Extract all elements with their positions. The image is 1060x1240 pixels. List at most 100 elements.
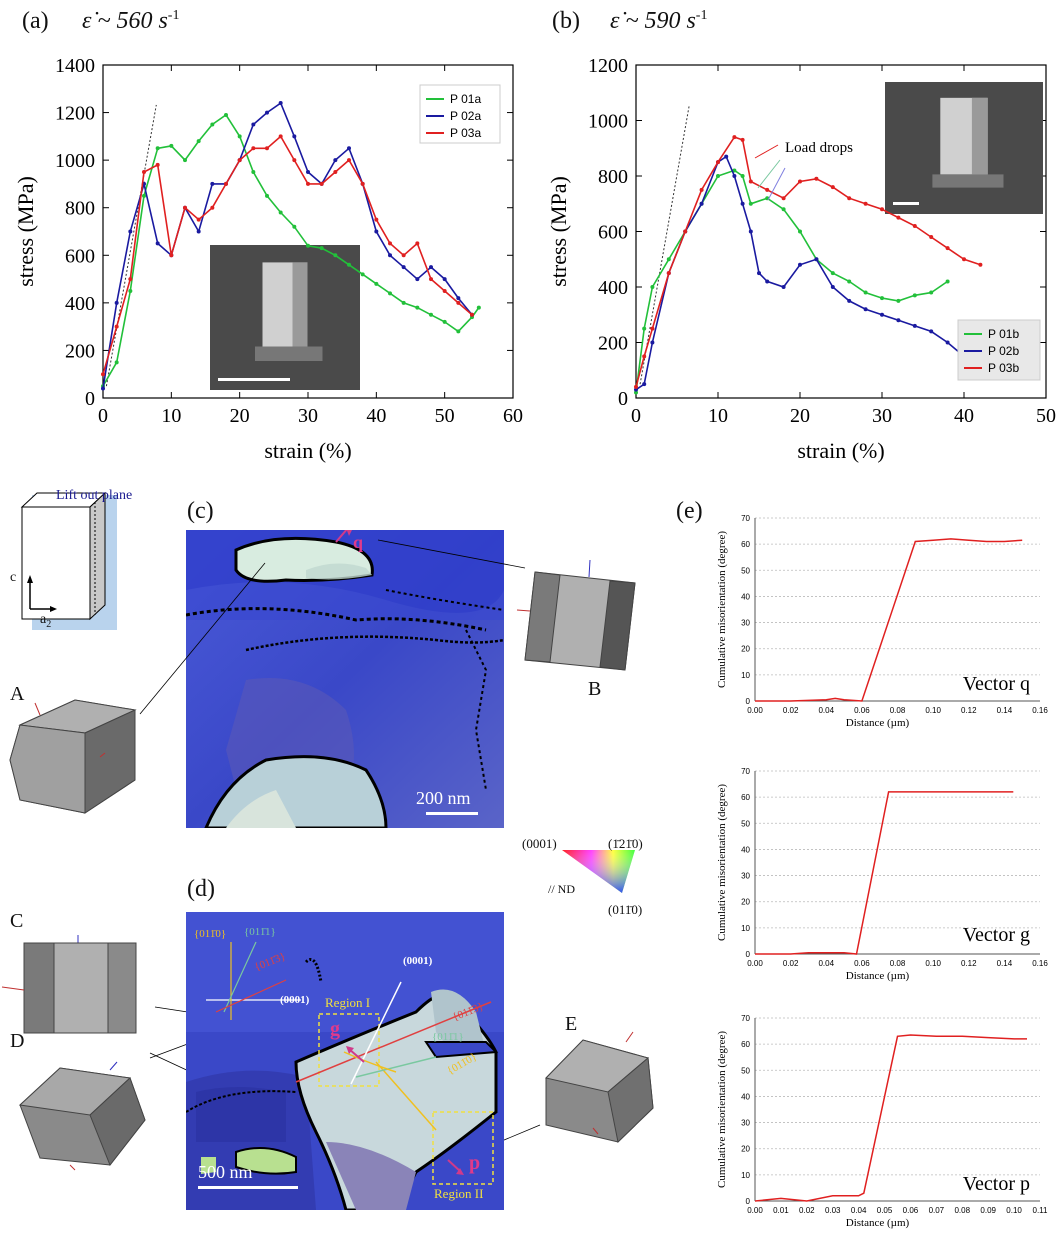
- data-point: [183, 205, 187, 210]
- crystal-a-label: A: [10, 683, 25, 705]
- panel-a-label: (a): [22, 8, 49, 34]
- x-tick-label: 0.06: [854, 706, 870, 715]
- sem-scalebar: [218, 378, 290, 381]
- data-point: [724, 154, 729, 159]
- data-point: [699, 201, 704, 206]
- crystal-d-label: D: [10, 1030, 25, 1052]
- sem-pillar-side: [292, 262, 308, 347]
- x-tick-label: 0.00: [747, 706, 763, 715]
- sem-inset: [885, 82, 1043, 214]
- data-point: [814, 176, 819, 181]
- data-point: [128, 229, 133, 234]
- panel-c-label: (c): [187, 498, 214, 524]
- x-tick-label: 0.02: [783, 706, 799, 715]
- data-point: [781, 285, 786, 289]
- data-point: [196, 217, 201, 222]
- x-tick-label: 0: [631, 405, 641, 427]
- legend-entry: P 01b: [988, 327, 1019, 341]
- data-point: [716, 160, 720, 165]
- panel-d-label: (d): [187, 876, 215, 902]
- data-point: [912, 323, 917, 328]
- crystal-c: [1, 935, 137, 1034]
- data-point: [319, 181, 324, 186]
- data-point: [650, 285, 655, 289]
- misorientation-chart-q: 0 10 20 30 40 50 60 70 0.00 0.02 0.04 0.06 0.08 0.10 0…: [716, 514, 1048, 729]
- data-point: [306, 243, 310, 248]
- x-tick-label: 0.14: [997, 959, 1013, 968]
- y-tick-label: 70: [741, 1014, 750, 1023]
- data-point: [798, 229, 802, 234]
- x-tick-label: 0.12: [961, 959, 977, 968]
- data-point: [265, 110, 269, 115]
- x-axis-label: Distance (µm): [846, 717, 910, 729]
- data-point: [251, 122, 256, 127]
- data-point: [896, 298, 901, 303]
- arrow-green: [757, 159, 781, 189]
- data-point: [863, 307, 868, 312]
- lift-out-schematic: [20, 491, 117, 630]
- x-tick-label: 0.02: [799, 1206, 815, 1215]
- x-tick-label: 0.04: [818, 959, 834, 968]
- x-tick-label: 0.08: [954, 1206, 970, 1215]
- x-tick-label: 0.11: [1033, 1206, 1049, 1215]
- data-point: [401, 253, 406, 258]
- data-point: [237, 134, 242, 139]
- data-point: [278, 134, 283, 139]
- data-point: [429, 312, 433, 317]
- sem-base: [255, 346, 323, 361]
- panel-b-rate: ε̇ ~ 590 s-1: [610, 8, 707, 35]
- data-point: [114, 360, 119, 365]
- x-tick-label: 0.07: [929, 1206, 945, 1215]
- data-point: [142, 170, 146, 175]
- data-point: [740, 201, 745, 206]
- legend-entry: P 02a: [450, 109, 481, 123]
- data-point: [929, 235, 934, 240]
- data-point: [388, 241, 392, 246]
- data-point: [374, 229, 379, 234]
- data-point: [880, 296, 884, 301]
- crystal-e: [545, 1031, 654, 1143]
- y-tick-label: 200: [65, 340, 95, 362]
- x-tick-label: 0: [98, 405, 108, 427]
- axis-a2-label: a2: [40, 612, 51, 630]
- data-point: [740, 174, 745, 178]
- x-tick-label: 0.10: [925, 706, 941, 715]
- sem-base: [932, 174, 1004, 188]
- x-tick-label: 0.08: [890, 706, 906, 715]
- data-point: [830, 285, 835, 289]
- x-tick-label: 0.06: [903, 1206, 919, 1215]
- y-tick-label: 60: [741, 793, 750, 802]
- data-point: [224, 181, 228, 186]
- data-point: [666, 257, 671, 262]
- arrow-red: [754, 144, 779, 159]
- region-2-label: Region II: [434, 1186, 484, 1201]
- y-tick-label: 1000: [588, 111, 628, 133]
- ebsd-map-c: [186, 530, 504, 828]
- data-point: [798, 179, 802, 184]
- data-point: [748, 229, 753, 234]
- data-point: [732, 168, 737, 173]
- x-axis-label: strain (%): [264, 438, 351, 463]
- sem-pillar-side: [971, 97, 988, 175]
- crystal-d: [18, 1061, 146, 1171]
- x-tick-label: 0.06: [854, 959, 870, 968]
- panel-b-rate-text: ε̇ ~ 590 s: [610, 8, 696, 34]
- data-point: [732, 135, 737, 140]
- data-point: [650, 340, 655, 345]
- ipf-1210: (1̄21̄0): [608, 836, 643, 851]
- data-point: [666, 271, 671, 276]
- panel-b-rate-sup: -1: [695, 8, 708, 23]
- data-point: [863, 290, 868, 295]
- data-point: [699, 187, 704, 192]
- legend-entry: P 01a: [450, 92, 481, 106]
- y-tick-label: 1200: [588, 55, 628, 77]
- crystal-e-label: E: [565, 1013, 578, 1035]
- x-tick-label: 0.16: [1032, 959, 1048, 968]
- data-point: [847, 298, 852, 303]
- x-tick-label: 0.08: [890, 959, 906, 968]
- vector-p-label: p: [469, 1152, 481, 1174]
- data-point: [183, 158, 187, 163]
- data-point: [237, 158, 242, 163]
- data-point: [912, 293, 917, 298]
- arrow-blue: [767, 167, 786, 201]
